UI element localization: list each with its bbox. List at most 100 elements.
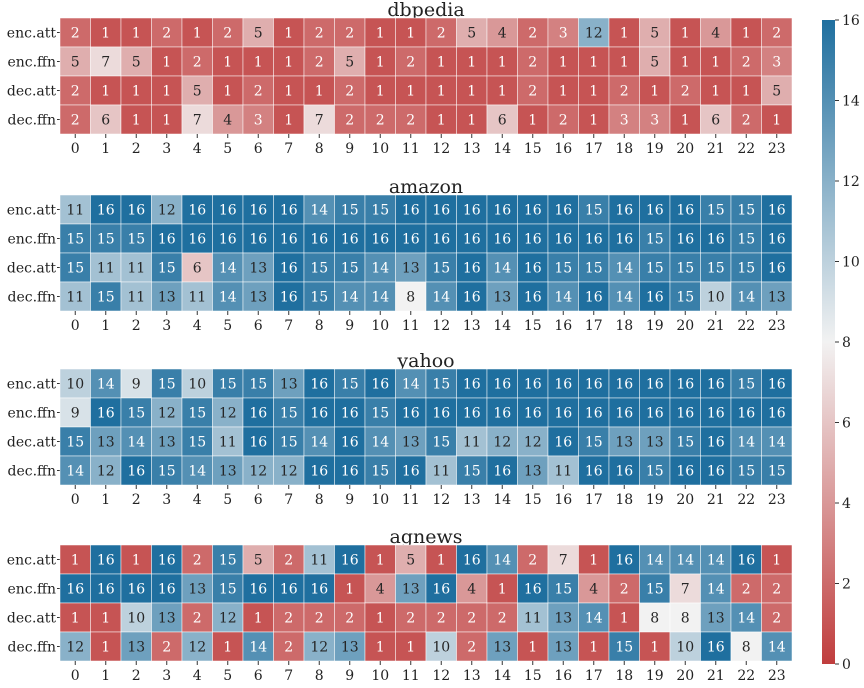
- cell-value: 16: [646, 406, 664, 422]
- cell-value: 13: [158, 435, 176, 451]
- cell-value: 1: [437, 55, 446, 71]
- cell-value: 16: [341, 406, 359, 422]
- cell-value: 15: [310, 261, 328, 277]
- heatmap-cell: [608, 573, 640, 604]
- cell-value: 16: [554, 406, 572, 422]
- cell-value: 12: [280, 464, 298, 480]
- cell-value: 13: [524, 464, 542, 480]
- cell-value: 16: [493, 406, 511, 422]
- panel-title: yahoo: [396, 350, 454, 372]
- cell-value: 5: [772, 84, 781, 100]
- heatmap-cell: [730, 281, 762, 312]
- cell-value: 15: [554, 261, 572, 277]
- heatmap-cell: [395, 17, 427, 48]
- cell-value: 15: [432, 435, 450, 451]
- cell-value: 2: [315, 26, 324, 42]
- cell-value: 16: [676, 232, 694, 248]
- cell-value: 16: [310, 464, 328, 480]
- heatmap-cell: [59, 17, 91, 48]
- column-label: 6: [254, 492, 263, 508]
- column-label: 5: [223, 668, 232, 684]
- cell-value: 1: [71, 553, 80, 569]
- cell-value: 15: [158, 377, 176, 393]
- cell-value: 6: [193, 261, 202, 277]
- column-label: 13: [463, 668, 481, 684]
- column-label: 18: [615, 318, 633, 334]
- row-label: enc.ffn: [7, 406, 56, 422]
- heatmap-cell: [456, 17, 488, 48]
- row-label: enc.ffn: [7, 232, 56, 248]
- heatmap-cell: [151, 544, 183, 575]
- cell-value: 12: [310, 640, 328, 656]
- heatmap-cell: [303, 368, 335, 399]
- cell-value: 16: [463, 377, 481, 393]
- cell-value: 2: [528, 26, 537, 42]
- cell-value: 15: [97, 290, 115, 306]
- cell-value: 1: [284, 26, 293, 42]
- heatmap-cell: [151, 104, 183, 135]
- cell-value: 16: [585, 406, 603, 422]
- heatmap-cell: [608, 281, 640, 312]
- cell-value: 1: [101, 640, 110, 656]
- cell-value: 2: [772, 26, 781, 42]
- column-label: 19: [646, 141, 664, 157]
- column-label: 21: [707, 668, 725, 684]
- heatmap-cell: [669, 631, 701, 662]
- heatmap-cell: [547, 602, 579, 633]
- cell-value: 16: [219, 203, 237, 219]
- heatmap-cell: [456, 455, 488, 486]
- heatmap-cell: [669, 426, 701, 457]
- cell-value: 1: [589, 113, 598, 129]
- heatmap-cell: [395, 426, 427, 457]
- cell-value: 1: [528, 640, 537, 656]
- cell-value: 16: [646, 203, 664, 219]
- cell-value: 14: [341, 290, 359, 306]
- cell-value: 2: [162, 640, 171, 656]
- heatmap-cell: [608, 252, 640, 283]
- heatmap-cell: [334, 631, 366, 662]
- cell-value: 2: [71, 84, 80, 100]
- heatmap-cell: [761, 426, 793, 457]
- heatmap-cell: [59, 631, 91, 662]
- cell-value: 13: [188, 582, 206, 598]
- cell-value: 13: [707, 611, 725, 627]
- cell-value: 15: [249, 377, 267, 393]
- cell-value: 1: [589, 640, 598, 656]
- row-label: enc.att: [7, 377, 57, 393]
- heatmap-cell: [730, 544, 762, 575]
- row-label: enc.att: [7, 553, 57, 569]
- cell-value: 15: [158, 261, 176, 277]
- cell-value: 1: [437, 84, 446, 100]
- cell-value: 16: [341, 435, 359, 451]
- heatmap-cell: [700, 223, 732, 254]
- row-label: enc.att: [7, 203, 57, 219]
- heatmap-cell: [700, 544, 732, 575]
- heatmap-cell: [730, 602, 762, 633]
- column-label: 17: [585, 668, 603, 684]
- cell-value: 1: [132, 113, 141, 129]
- heatmap-cell: [639, 368, 671, 399]
- cell-value: 2: [742, 113, 751, 129]
- cell-value: 16: [310, 232, 328, 248]
- colorbar-tick-label: 6: [842, 416, 851, 432]
- heatmap-cell: [212, 223, 244, 254]
- cell-value: 16: [615, 377, 633, 393]
- cell-value: 16: [615, 553, 633, 569]
- column-label: 0: [71, 141, 80, 157]
- cell-value: 15: [737, 261, 755, 277]
- column-label: 10: [371, 492, 389, 508]
- cell-value: 12: [585, 26, 603, 42]
- heatmap-cell: [90, 426, 122, 457]
- heatmap-cell: [730, 573, 762, 604]
- heatmap-cell: [395, 573, 427, 604]
- cell-value: 13: [493, 640, 511, 656]
- cell-value: 16: [768, 406, 786, 422]
- heatmap-cell: [334, 104, 366, 135]
- heatmap-cell: [242, 368, 274, 399]
- heatmap-cell: [212, 17, 244, 48]
- column-label: 15: [524, 668, 542, 684]
- column-label: 14: [493, 492, 511, 508]
- column-label: 22: [737, 318, 755, 334]
- cell-value: 1: [650, 84, 659, 100]
- column-label: 3: [162, 492, 171, 508]
